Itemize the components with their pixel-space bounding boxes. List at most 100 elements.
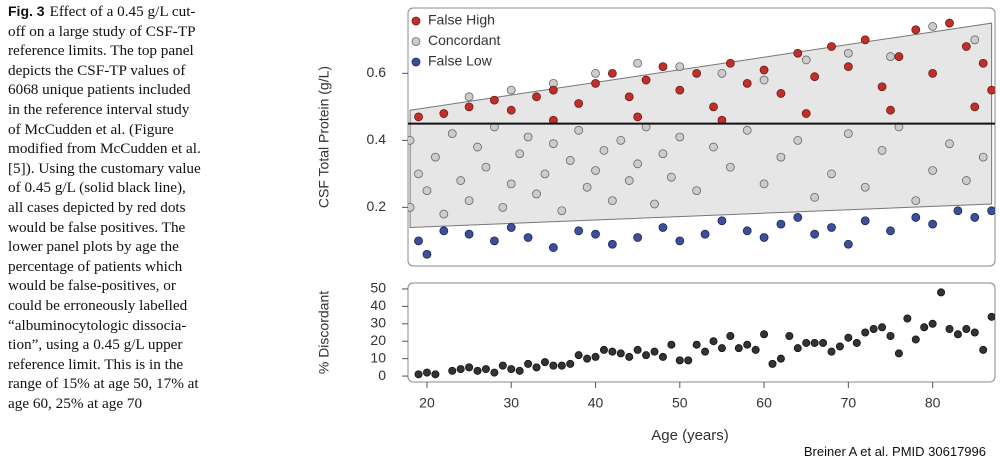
point [843, 129, 853, 139]
y-axis-label: CSF Total Protein (g/L) [316, 66, 332, 208]
point [844, 333, 853, 342]
caption-text: would be false positives. The [8, 218, 186, 236]
point [827, 347, 836, 356]
x-tick-label: 60 [756, 395, 772, 411]
point [709, 142, 718, 152]
point [540, 169, 550, 179]
point [675, 236, 685, 246]
point [776, 219, 786, 229]
point [835, 342, 844, 351]
point [498, 361, 507, 370]
point [860, 35, 870, 45]
caption-line: of 0.45 g/L (solid black line), [8, 178, 298, 198]
point [903, 314, 912, 323]
point [650, 347, 659, 356]
point [481, 162, 491, 172]
point [465, 363, 474, 372]
point [532, 92, 541, 102]
point [743, 340, 752, 349]
x-axis-label: Age (years) [651, 427, 729, 444]
caption-text: off on a large study of CSF-TP [8, 22, 196, 40]
point [515, 366, 524, 375]
x-tick-label: 50 [672, 395, 688, 411]
caption-line: off on a large study of CSF-TP [8, 22, 298, 42]
point [591, 68, 600, 78]
point [489, 95, 499, 105]
point [911, 196, 921, 206]
point [886, 226, 895, 236]
point [414, 169, 423, 179]
point [591, 78, 600, 88]
point [439, 209, 449, 219]
caption-text: [5]). Using the customary value [8, 159, 201, 177]
caption-line: all cases depicted by red dots [8, 198, 298, 218]
point [928, 68, 938, 78]
point [439, 109, 449, 118]
y-tick-label: 0.6 [367, 64, 387, 80]
point [961, 42, 971, 51]
point [684, 356, 693, 365]
point [776, 354, 785, 363]
point [582, 182, 592, 192]
point [624, 92, 634, 102]
point [937, 288, 946, 297]
x-tick-label: 30 [503, 395, 519, 411]
point [759, 233, 769, 242]
point [725, 162, 735, 172]
point [439, 226, 449, 236]
point [481, 365, 490, 374]
point [776, 152, 786, 162]
point [742, 78, 752, 88]
point [843, 48, 853, 58]
caption-text: Effect of a 0.45 g/L cut- [49, 3, 196, 20]
point [970, 328, 979, 337]
point [548, 85, 558, 95]
point [675, 85, 685, 95]
point [785, 331, 794, 340]
point [877, 82, 887, 92]
x-tick-label: 70 [841, 395, 857, 411]
point [692, 340, 701, 349]
point [953, 206, 963, 216]
point [911, 25, 921, 35]
point [414, 112, 423, 122]
point [911, 213, 921, 222]
point [448, 366, 457, 375]
caption-line: [5]). Using the customary value [8, 159, 298, 179]
point [616, 135, 626, 145]
point [878, 323, 887, 332]
point [801, 55, 811, 65]
point [633, 159, 643, 169]
point [843, 62, 853, 72]
caption-text: tion”, using a 0.45 g/L upper [8, 336, 183, 354]
caption-text: reference limit. This is in the [8, 355, 184, 373]
legend-marker [411, 37, 421, 46]
caption-line: in the reference interval study [8, 100, 298, 120]
point [979, 345, 988, 354]
point [675, 132, 685, 142]
point [633, 233, 643, 242]
point [456, 365, 465, 374]
point [430, 152, 440, 162]
caption-text: all cases depicted by red dots [8, 198, 186, 216]
y-tick-label: 0 [378, 367, 386, 383]
point [760, 330, 769, 339]
point [759, 75, 769, 85]
point [599, 345, 608, 354]
point [507, 365, 516, 374]
point [624, 176, 634, 185]
point [506, 179, 516, 189]
point [583, 354, 592, 363]
point [532, 363, 541, 372]
point [759, 65, 769, 75]
point [945, 139, 954, 149]
caption-text: age 60, 25% at age 70 [8, 394, 143, 412]
point [894, 349, 903, 358]
point [464, 102, 474, 112]
point [540, 358, 549, 367]
point [717, 216, 727, 226]
panel [407, 282, 996, 383]
point [464, 92, 474, 102]
caption-line: would be false positives. The [8, 218, 298, 238]
point [548, 139, 558, 149]
